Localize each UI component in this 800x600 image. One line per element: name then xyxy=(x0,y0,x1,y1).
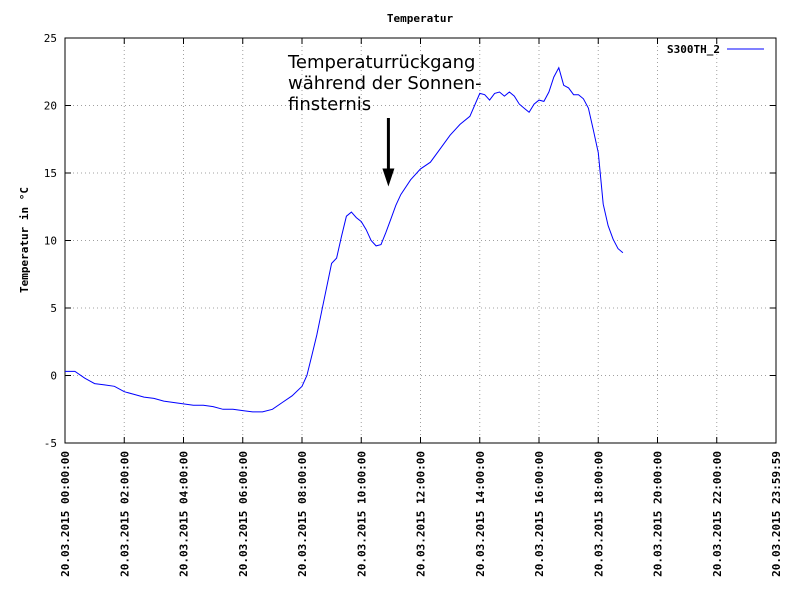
grid-lines xyxy=(65,38,776,443)
x-tick-labels: 20.03.2015 00:00:00 20.03.2015 02:00:00 20… xyxy=(59,451,783,577)
annotation-arrow-head xyxy=(382,168,395,187)
x-tick-label: 20.03.2015 00:00:00 xyxy=(59,451,72,577)
y-tick-label: 15 xyxy=(44,167,57,180)
y-tick-label: 25 xyxy=(44,32,57,45)
y-axis-label: Temperatur in °C xyxy=(18,187,31,293)
chart-title: Temperatur xyxy=(387,12,454,25)
legend-label: S300TH_2 xyxy=(667,43,720,56)
x-tick-label: 20.03.2015 20:00:00 xyxy=(652,451,665,577)
y-tick-label: 20 xyxy=(44,100,57,113)
x-tick-label: 20.03.2015 08:00:00 xyxy=(296,451,309,577)
y-tick-labels: -5 0 5 10 15 20 25 xyxy=(44,32,57,450)
x-tick-label: 20.03.2015 14:00:00 xyxy=(474,451,487,577)
axis-ticks xyxy=(64,37,777,444)
x-tick-label: 20.03.2015 22:00:00 xyxy=(711,451,724,577)
y-tick-label: 0 xyxy=(50,370,57,383)
legend: S300TH_2 xyxy=(667,43,764,56)
x-tick-label: 20.03.2015 02:00:00 xyxy=(118,451,131,577)
x-tick-label: 20.03.2015 04:00:00 xyxy=(178,451,191,577)
series-line-s300th-2 xyxy=(65,66,624,413)
x-tick-label: 20.03.2015 16:00:00 xyxy=(533,451,546,577)
y-tick-label: 10 xyxy=(44,235,57,248)
x-tick-label: 20.03.2015 06:00:00 xyxy=(237,451,250,577)
x-tick-label: 20.03.2015 23:59:59 xyxy=(770,451,783,577)
y-tick-label: -5 xyxy=(44,437,57,450)
annotation-line-3: finsternis xyxy=(288,94,371,115)
annotation-line-2: während der Sonnen- xyxy=(288,73,482,94)
x-tick-label: 20.03.2015 18:00:00 xyxy=(592,451,605,577)
x-tick-label: 20.03.2015 10:00:00 xyxy=(355,451,368,577)
x-tick-label: 20.03.2015 12:00:00 xyxy=(415,451,428,577)
annotation: Temperaturrückgang während der Sonnen- f… xyxy=(287,52,482,187)
y-tick-label: 5 xyxy=(50,302,57,315)
annotation-line-1: Temperaturrückgang xyxy=(287,52,475,73)
